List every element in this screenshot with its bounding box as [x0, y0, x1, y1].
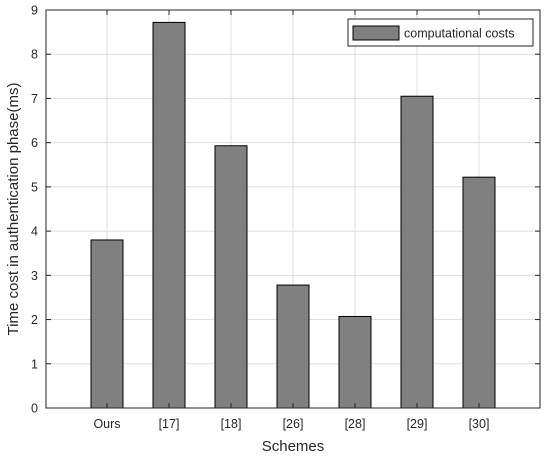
y-axis-ticks: 0 1 2 3 4 5 6 7 8 9: [31, 4, 540, 416]
y-tick-label: 8: [31, 48, 38, 62]
y-axis-label: Time cost in authentication phase(ms): [5, 83, 22, 336]
bar: [214, 145, 248, 409]
bar: [400, 95, 434, 409]
bar: [338, 315, 372, 409]
x-tick-label: [18]: [221, 417, 242, 431]
legend-label: computational costs: [404, 27, 514, 41]
x-tick-label: [26]: [283, 417, 304, 431]
bar: [462, 176, 496, 409]
legend-swatch: [352, 25, 400, 41]
x-tick-label: [29]: [407, 417, 428, 431]
y-tick-label: 4: [31, 225, 38, 239]
y-tick-label: 5: [31, 180, 38, 194]
y-tick-label: 2: [31, 313, 38, 327]
x-tick-label: [28]: [345, 417, 366, 431]
y-tick-label: 6: [31, 136, 38, 150]
bar: [276, 284, 310, 409]
x-axis-ticks: Ours [17] [18] [26] [28] [29] [30]: [93, 10, 489, 431]
bars: [90, 21, 496, 409]
y-tick-label: 0: [31, 402, 38, 416]
x-axis-label: Schemes: [262, 438, 325, 455]
y-tick-label: 1: [31, 357, 38, 371]
x-tick-label: [17]: [159, 417, 180, 431]
legend: computational costs: [347, 18, 534, 47]
x-tick-label: [30]: [469, 417, 490, 431]
y-tick-label: 9: [31, 4, 38, 18]
bar: [90, 239, 124, 409]
bar: [152, 21, 186, 409]
y-tick-label: 7: [31, 92, 38, 106]
x-tick-label: Ours: [93, 417, 120, 431]
y-tick-label: 3: [31, 269, 38, 283]
